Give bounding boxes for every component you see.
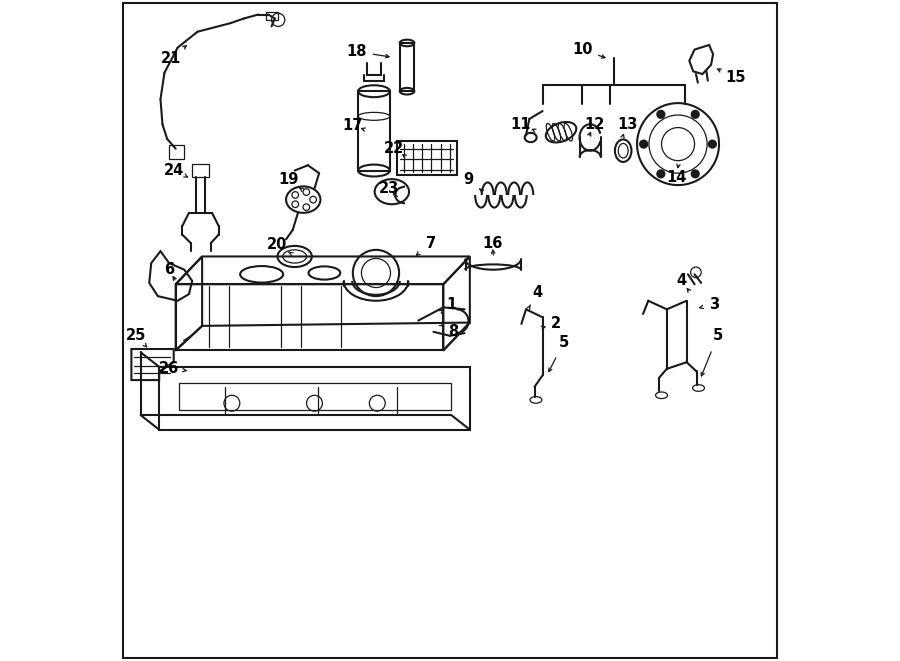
Text: 26: 26 (159, 362, 179, 376)
Text: 10: 10 (572, 42, 592, 57)
Text: 16: 16 (482, 236, 502, 251)
Circle shape (708, 140, 716, 148)
Text: 8: 8 (448, 325, 458, 339)
Text: 17: 17 (342, 118, 363, 133)
Text: 20: 20 (266, 237, 287, 252)
Circle shape (640, 140, 648, 148)
Text: 5: 5 (559, 335, 569, 350)
Text: 4: 4 (532, 285, 543, 299)
Text: 25: 25 (126, 329, 146, 343)
Text: 13: 13 (617, 117, 637, 132)
Text: 21: 21 (161, 51, 181, 65)
Text: 7: 7 (427, 236, 436, 251)
Text: 4: 4 (676, 274, 687, 288)
Text: 15: 15 (725, 71, 746, 85)
Circle shape (691, 170, 699, 178)
Text: 5: 5 (713, 329, 723, 343)
Circle shape (691, 110, 699, 118)
Text: 19: 19 (278, 173, 298, 187)
Text: 9: 9 (464, 173, 473, 187)
Text: 1: 1 (446, 297, 456, 311)
Text: 23: 23 (379, 181, 400, 196)
Text: 11: 11 (509, 117, 530, 132)
Text: 12: 12 (584, 117, 604, 132)
Text: 2: 2 (551, 317, 561, 331)
Circle shape (657, 170, 665, 178)
Text: 24: 24 (164, 163, 184, 178)
Text: 3: 3 (709, 297, 719, 311)
Text: 22: 22 (383, 141, 404, 156)
Text: 14: 14 (666, 170, 686, 184)
Text: 18: 18 (346, 44, 366, 59)
Circle shape (657, 110, 665, 118)
Text: 6: 6 (164, 262, 174, 277)
